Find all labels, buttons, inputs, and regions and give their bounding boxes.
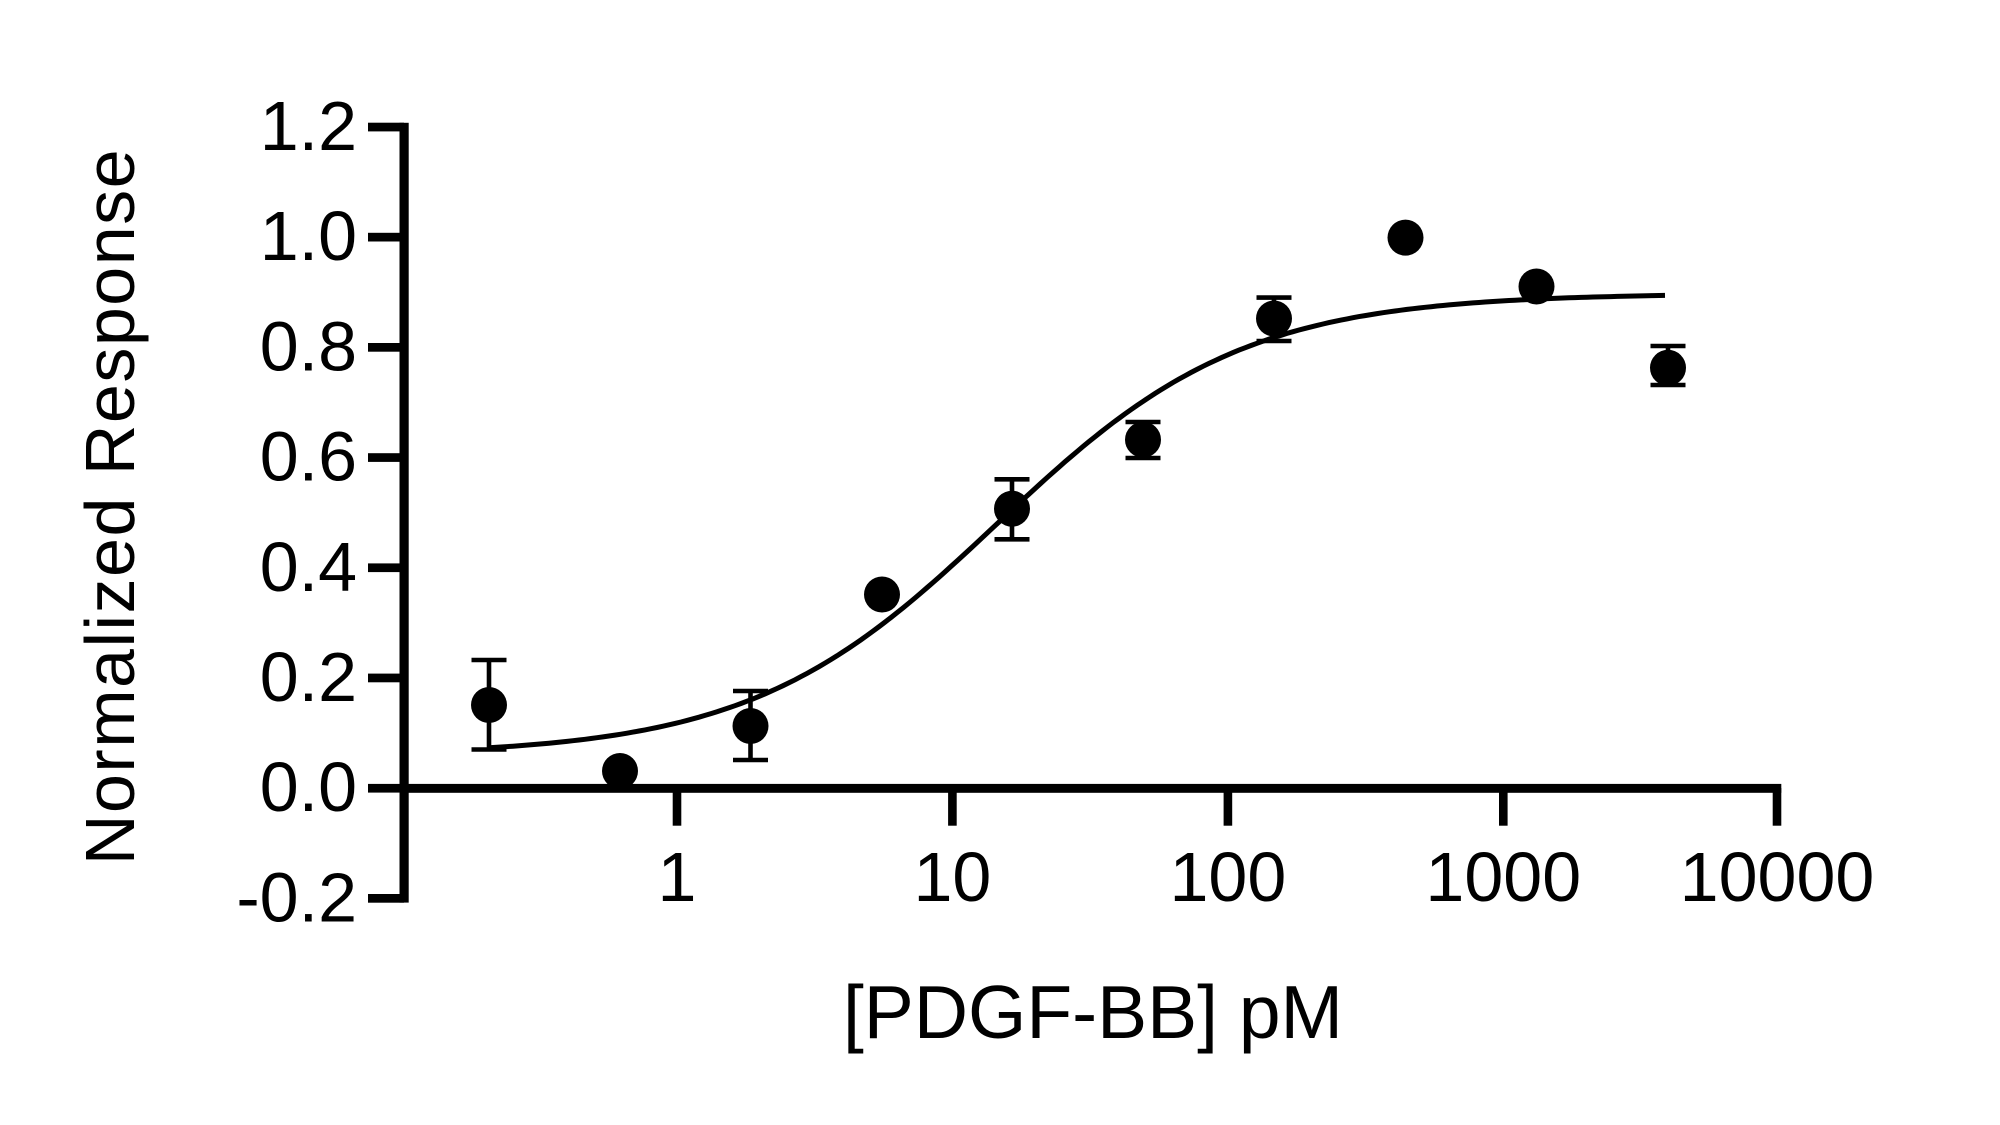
svg-text:100: 100 bbox=[1170, 838, 1287, 916]
svg-text:0.0: 0.0 bbox=[260, 748, 357, 826]
svg-text:1.2: 1.2 bbox=[260, 87, 357, 165]
svg-text:0.6: 0.6 bbox=[260, 418, 357, 496]
svg-text:1.0: 1.0 bbox=[260, 197, 357, 275]
svg-text:1000: 1000 bbox=[1425, 838, 1581, 916]
svg-text:[PDGF-BB] pM: [PDGF-BB] pM bbox=[843, 970, 1343, 1054]
svg-text:Normalized Response: Normalized Response bbox=[71, 148, 149, 865]
svg-text:10000: 10000 bbox=[1680, 838, 1875, 916]
svg-text:-0.2: -0.2 bbox=[236, 858, 357, 936]
svg-text:0.2: 0.2 bbox=[260, 638, 357, 716]
svg-text:1: 1 bbox=[658, 838, 697, 916]
svg-text:0.8: 0.8 bbox=[260, 307, 357, 385]
svg-text:10: 10 bbox=[913, 838, 991, 916]
svg-text:0.4: 0.4 bbox=[260, 528, 357, 606]
